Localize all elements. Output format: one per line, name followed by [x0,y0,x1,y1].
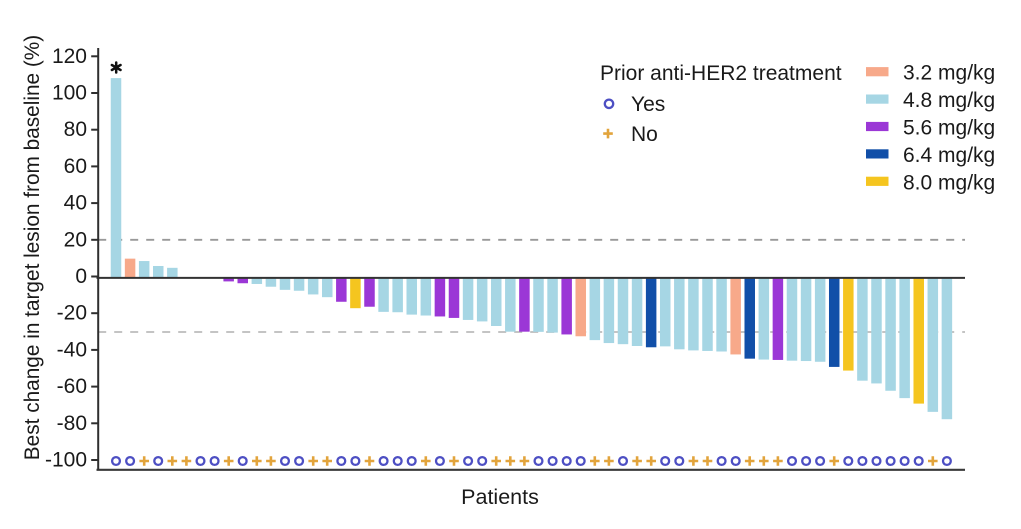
svg-text:40: 40 [64,192,87,215]
svg-text:-40: -40 [57,338,87,361]
svg-text:Patients: Patients [461,485,539,509]
svg-text:-20: -20 [57,302,87,325]
svg-text:4.8 mg/kg: 4.8 mg/kg [903,89,995,112]
svg-text:8.0 mg/kg: 8.0 mg/kg [903,171,995,194]
svg-text:-100: -100 [45,449,87,472]
svg-text:120: 120 [52,45,87,68]
svg-text:100: 100 [52,82,87,105]
svg-text:5.6 mg/kg: 5.6 mg/kg [903,117,995,140]
svg-text:6.4 mg/kg: 6.4 mg/kg [903,144,995,167]
svg-text:80: 80 [64,118,87,141]
svg-text:Prior anti-HER2 treatment: Prior anti-HER2 treatment [600,62,842,85]
svg-text:-80: -80 [57,412,87,435]
svg-text:Yes: Yes [631,93,665,116]
svg-text:60: 60 [64,155,87,178]
svg-text:Best change in target lesion f: Best change in target lesion from baseli… [21,35,44,460]
svg-text:-60: -60 [57,375,87,398]
svg-text:20: 20 [64,228,87,251]
svg-text:No: No [631,123,658,146]
svg-text:0: 0 [75,265,87,288]
svg-text:3.2 mg/kg: 3.2 mg/kg [903,62,995,85]
